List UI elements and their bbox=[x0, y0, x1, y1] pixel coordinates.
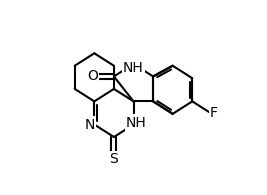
Text: NH: NH bbox=[123, 61, 144, 75]
Text: F: F bbox=[210, 106, 218, 120]
Text: NH: NH bbox=[126, 116, 147, 130]
Text: N: N bbox=[84, 118, 95, 132]
Text: S: S bbox=[109, 152, 118, 166]
Text: O: O bbox=[87, 69, 98, 83]
